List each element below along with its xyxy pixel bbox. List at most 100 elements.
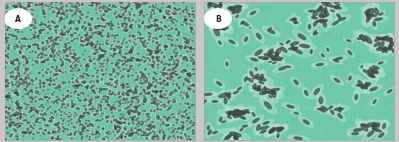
Ellipse shape [134, 106, 136, 108]
Circle shape [383, 102, 391, 108]
Ellipse shape [65, 15, 68, 19]
Ellipse shape [158, 28, 160, 30]
Ellipse shape [191, 7, 194, 10]
Ellipse shape [105, 73, 108, 74]
Ellipse shape [177, 128, 180, 130]
Ellipse shape [113, 126, 119, 129]
Ellipse shape [153, 12, 156, 15]
Circle shape [33, 92, 39, 96]
Ellipse shape [23, 83, 25, 84]
Ellipse shape [89, 28, 91, 29]
Ellipse shape [354, 31, 374, 45]
Circle shape [277, 23, 282, 26]
Ellipse shape [158, 45, 160, 46]
Ellipse shape [245, 56, 263, 63]
Ellipse shape [124, 5, 128, 11]
Ellipse shape [60, 113, 62, 117]
Ellipse shape [40, 61, 44, 63]
Ellipse shape [92, 113, 98, 116]
Ellipse shape [99, 90, 101, 94]
Ellipse shape [31, 96, 32, 98]
Ellipse shape [103, 5, 104, 6]
Circle shape [119, 124, 121, 125]
Ellipse shape [163, 116, 165, 117]
Ellipse shape [107, 78, 115, 81]
Ellipse shape [192, 8, 193, 9]
Ellipse shape [100, 32, 102, 36]
Ellipse shape [60, 118, 62, 120]
Circle shape [329, 18, 334, 21]
Ellipse shape [109, 108, 112, 110]
Ellipse shape [85, 109, 87, 110]
Ellipse shape [23, 79, 25, 81]
Ellipse shape [185, 47, 186, 49]
Circle shape [61, 57, 67, 62]
Ellipse shape [43, 59, 47, 61]
Ellipse shape [105, 10, 107, 11]
Ellipse shape [123, 38, 125, 39]
Ellipse shape [26, 68, 29, 70]
Ellipse shape [142, 89, 144, 90]
Ellipse shape [7, 53, 9, 56]
Ellipse shape [131, 102, 134, 103]
Ellipse shape [219, 120, 229, 124]
Ellipse shape [17, 20, 20, 22]
Circle shape [32, 113, 39, 118]
Ellipse shape [173, 19, 176, 20]
Circle shape [93, 97, 97, 100]
Ellipse shape [93, 48, 100, 52]
Ellipse shape [36, 117, 37, 120]
Ellipse shape [143, 2, 146, 5]
Ellipse shape [178, 47, 183, 49]
Ellipse shape [36, 90, 37, 92]
Ellipse shape [153, 71, 155, 73]
Circle shape [10, 87, 12, 89]
Ellipse shape [32, 19, 34, 20]
Ellipse shape [95, 3, 99, 7]
Ellipse shape [128, 49, 132, 53]
Ellipse shape [20, 95, 25, 97]
Ellipse shape [115, 79, 119, 83]
Ellipse shape [71, 34, 73, 35]
Ellipse shape [49, 120, 51, 122]
Ellipse shape [137, 112, 140, 114]
Ellipse shape [58, 103, 59, 104]
Ellipse shape [170, 20, 173, 21]
Circle shape [332, 12, 338, 17]
Ellipse shape [383, 37, 385, 40]
Ellipse shape [79, 36, 84, 39]
Ellipse shape [328, 107, 337, 117]
Ellipse shape [144, 128, 151, 131]
Ellipse shape [155, 85, 156, 86]
Circle shape [244, 71, 250, 75]
Ellipse shape [192, 40, 194, 41]
Ellipse shape [15, 114, 18, 116]
Circle shape [182, 134, 184, 136]
Ellipse shape [143, 15, 144, 16]
Ellipse shape [32, 84, 34, 85]
Ellipse shape [383, 45, 389, 56]
Ellipse shape [14, 92, 15, 94]
Ellipse shape [73, 56, 75, 59]
Ellipse shape [67, 93, 69, 96]
Ellipse shape [188, 106, 190, 108]
Ellipse shape [375, 18, 382, 20]
Ellipse shape [162, 122, 164, 125]
Ellipse shape [161, 34, 163, 37]
Circle shape [353, 29, 359, 34]
Ellipse shape [172, 83, 174, 85]
Ellipse shape [30, 9, 33, 10]
Ellipse shape [170, 116, 177, 119]
Ellipse shape [168, 129, 169, 130]
Ellipse shape [38, 38, 40, 39]
Circle shape [284, 129, 291, 134]
Ellipse shape [332, 15, 351, 23]
Ellipse shape [93, 114, 96, 115]
Ellipse shape [90, 43, 92, 45]
Ellipse shape [151, 64, 153, 66]
Ellipse shape [43, 13, 44, 14]
Ellipse shape [125, 126, 126, 127]
Ellipse shape [159, 131, 160, 133]
Circle shape [72, 93, 78, 97]
Circle shape [365, 46, 367, 47]
